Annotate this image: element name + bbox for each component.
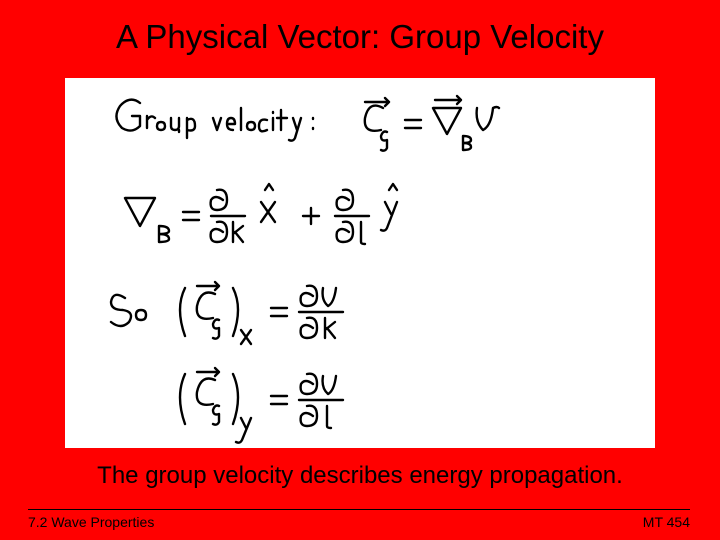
footer-left: 7.2 Wave Properties [28,514,154,530]
slide: A Physical Vector: Group Velocity [0,0,720,540]
footer-right: MT 454 [643,514,690,530]
footer-divider [28,509,690,510]
slide-subtitle: The group velocity describes energy prop… [0,462,720,490]
equation-panel [65,78,655,448]
slide-title: A Physical Vector: Group Velocity [0,18,720,56]
handwritten-equations [65,78,655,448]
